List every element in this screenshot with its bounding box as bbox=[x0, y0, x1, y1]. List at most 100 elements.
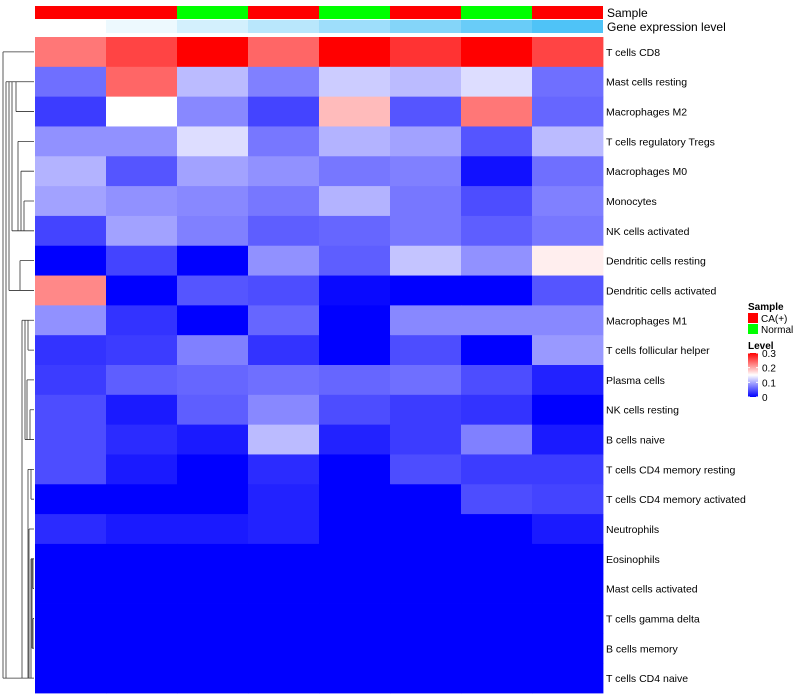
heatmap-cell bbox=[319, 454, 391, 485]
heatmap-cell bbox=[177, 365, 249, 396]
heatmap-cell bbox=[177, 37, 249, 68]
heatmap-cell bbox=[390, 394, 462, 426]
heatmap-cell bbox=[461, 245, 533, 276]
heatmap-cell bbox=[35, 66, 107, 98]
heatmap-cell bbox=[461, 484, 533, 515]
heatmap-cell bbox=[177, 66, 249, 98]
heatmap-cells bbox=[35, 37, 604, 694]
heatmap-cell bbox=[461, 66, 533, 98]
heatmap-cell bbox=[248, 484, 320, 515]
heatmap-cell bbox=[390, 275, 462, 306]
heatmap-cell bbox=[106, 454, 178, 485]
sample-legend-swatch bbox=[748, 324, 758, 334]
heatmap-cell bbox=[319, 305, 391, 336]
heatmap-cell bbox=[319, 215, 391, 247]
sample-annotation-cell bbox=[319, 6, 390, 19]
heatmap-cell bbox=[319, 37, 391, 68]
row-label: B cells memory bbox=[606, 643, 679, 655]
heatmap-cell bbox=[35, 454, 107, 485]
heatmap-cell bbox=[390, 186, 462, 217]
row-label: Dendritic cells activated bbox=[606, 285, 716, 297]
heatmap-cell bbox=[106, 96, 178, 127]
heatmap-cell bbox=[532, 573, 604, 604]
heatmap-cell bbox=[390, 543, 462, 575]
expression-annotation-cell bbox=[248, 20, 319, 33]
sample-annotation-cell bbox=[35, 6, 106, 19]
heatmap-cell bbox=[248, 424, 320, 455]
heatmap-cell bbox=[248, 126, 320, 157]
heatmap-cell bbox=[390, 126, 462, 157]
expression-annotation-cell bbox=[461, 20, 532, 33]
heatmap-cell bbox=[177, 603, 249, 634]
heatmap-cell bbox=[319, 573, 391, 604]
row-label: T cells CD4 memory resting bbox=[606, 464, 735, 476]
sample-annotation-cell bbox=[390, 6, 461, 19]
heatmap-cell bbox=[35, 633, 107, 664]
heatmap-cell bbox=[106, 424, 178, 455]
level-colorbar bbox=[748, 353, 758, 397]
heatmap-cell bbox=[177, 454, 249, 485]
heatmap-cell bbox=[177, 543, 249, 575]
heatmap-cell bbox=[35, 543, 107, 575]
heatmap-cell bbox=[319, 514, 391, 545]
heatmap-cell bbox=[532, 633, 604, 664]
heatmap-cell bbox=[461, 96, 533, 127]
row-dendrogram bbox=[2, 51, 34, 679]
heatmap-cell bbox=[35, 275, 107, 306]
heatmap-cell bbox=[319, 424, 391, 455]
row-labels: T cells CD8 Mast cells resting Macrophages… bbox=[606, 47, 746, 685]
heatmap-cell bbox=[390, 335, 462, 366]
heatmap-cell bbox=[319, 663, 391, 694]
heatmap-cell bbox=[319, 543, 391, 575]
heatmap-cell bbox=[390, 573, 462, 604]
row-label: Dendritic cells resting bbox=[606, 256, 706, 268]
heatmap-cell bbox=[177, 633, 249, 664]
heatmap-cell bbox=[461, 335, 533, 366]
heatmap-cell bbox=[106, 66, 178, 98]
expression-annotation-title: Gene expression level bbox=[607, 20, 726, 34]
sample-legend-label: CA(+) bbox=[761, 314, 787, 325]
heatmap-cell bbox=[461, 37, 533, 68]
heatmap-cell bbox=[106, 186, 178, 217]
heatmap-cell bbox=[248, 245, 320, 276]
heatmap-cell bbox=[106, 484, 178, 515]
sample-legend-title: Sample bbox=[748, 302, 784, 313]
row-label: T cells gamma delta bbox=[606, 613, 700, 625]
heatmap-cell bbox=[532, 394, 604, 426]
sample-annotation-cell bbox=[106, 6, 177, 19]
heatmap-cell bbox=[35, 245, 107, 276]
heatmap-cell bbox=[461, 275, 533, 306]
heatmap-cell bbox=[319, 186, 391, 217]
heatmap-cell bbox=[177, 186, 249, 217]
heatmap-cell bbox=[248, 66, 320, 98]
heatmap-cell bbox=[35, 394, 107, 426]
sample-annotation-cell bbox=[532, 6, 603, 19]
heatmap-cell bbox=[106, 633, 178, 664]
heatmap-cell bbox=[461, 305, 533, 336]
heatmap-cell bbox=[390, 96, 462, 127]
heatmap-cell bbox=[177, 305, 249, 336]
heatmap-cell bbox=[35, 484, 107, 515]
heatmap-cell bbox=[461, 186, 533, 217]
heatmap-cell bbox=[248, 394, 320, 426]
row-label: Monocytes bbox=[606, 196, 657, 208]
heatmap-cell bbox=[177, 156, 249, 187]
heatmap-cell bbox=[532, 365, 604, 396]
expression-annotation-cell bbox=[319, 20, 390, 33]
row-label: Neutrophils bbox=[606, 524, 659, 536]
heatmap-cell bbox=[177, 663, 249, 694]
heatmap-cell bbox=[248, 454, 320, 485]
row-label: T cells CD4 naive bbox=[606, 673, 688, 685]
heatmap-cell bbox=[248, 275, 320, 306]
heatmap-cell bbox=[248, 365, 320, 396]
heatmap-cell bbox=[532, 424, 604, 455]
heatmap-cell bbox=[106, 126, 178, 157]
heatmap-cell bbox=[248, 543, 320, 575]
heatmap-cell bbox=[248, 573, 320, 604]
heatmap-cell bbox=[390, 514, 462, 545]
heatmap-cell bbox=[177, 573, 249, 604]
heatmap-cell bbox=[106, 394, 178, 426]
heatmap-cell bbox=[461, 514, 533, 545]
heatmap-cell bbox=[319, 335, 391, 366]
heatmap-cell bbox=[532, 514, 604, 545]
